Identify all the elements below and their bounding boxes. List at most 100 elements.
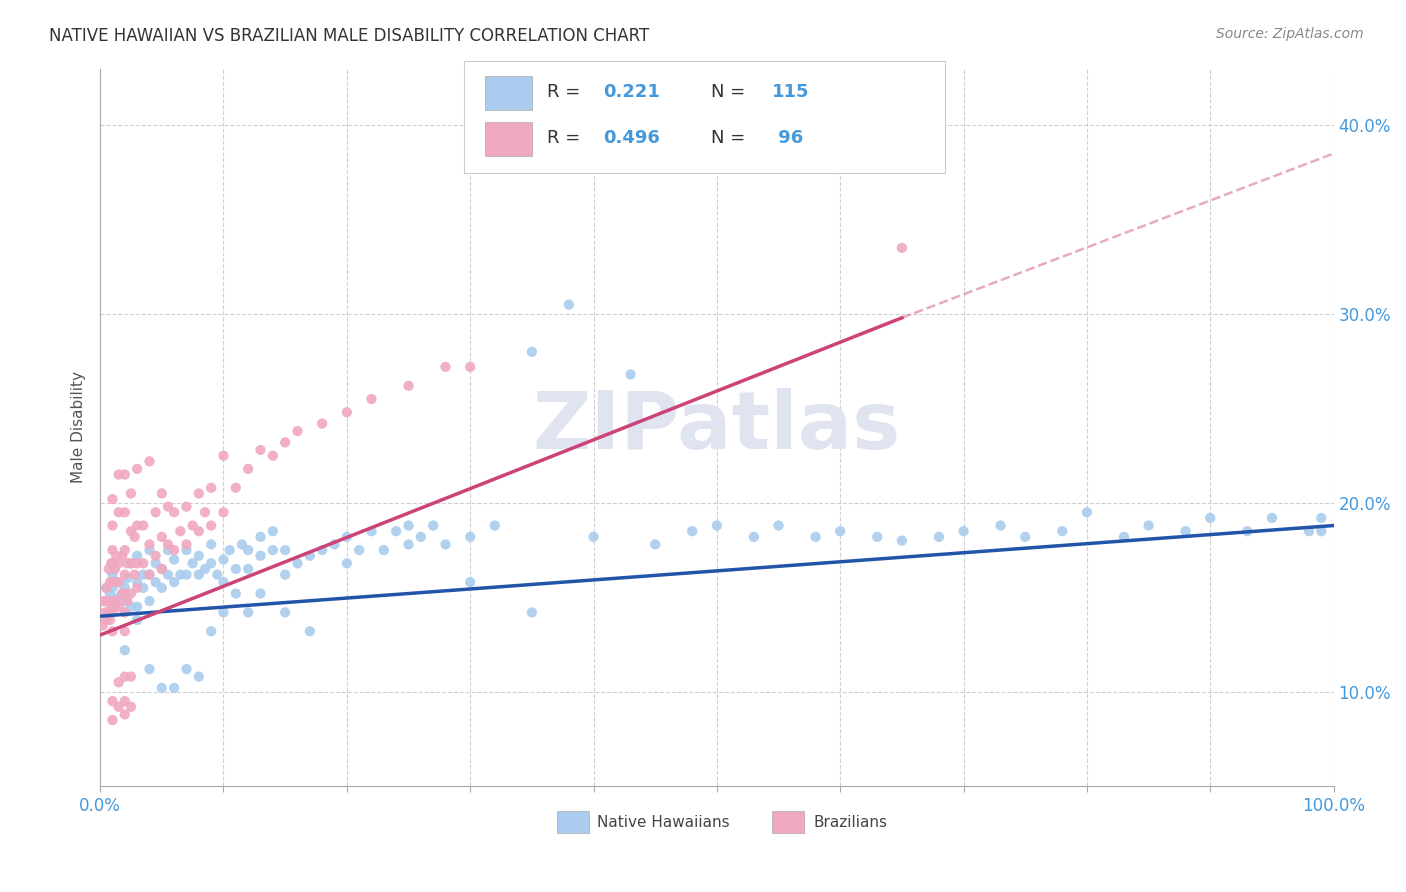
Point: [114, 543, 136, 558]
Point: [127, 581, 149, 595]
Point: [207, 567, 229, 582]
Point: [100, 599, 122, 614]
Point: [145, 505, 167, 519]
Point: [1137, 518, 1160, 533]
Point: [145, 575, 167, 590]
Point: [360, 392, 382, 406]
Point: [398, 518, 420, 533]
Point: [434, 537, 457, 551]
Point: [187, 486, 209, 500]
Point: [98, 586, 121, 600]
Point: [249, 586, 271, 600]
Text: Source: ZipAtlas.com: Source: ZipAtlas.com: [1216, 27, 1364, 41]
Point: [187, 549, 209, 563]
Point: [114, 567, 136, 582]
Point: [347, 543, 370, 558]
Point: [520, 344, 543, 359]
Point: [105, 549, 128, 563]
Point: [1199, 511, 1222, 525]
Point: [114, 505, 136, 519]
Point: [1298, 524, 1320, 539]
Point: [114, 467, 136, 482]
Point: [96, 594, 118, 608]
Point: [101, 518, 124, 533]
Point: [145, 549, 167, 563]
Point: [409, 530, 432, 544]
Point: [105, 594, 128, 608]
Point: [181, 518, 204, 533]
Point: [434, 359, 457, 374]
Point: [212, 505, 235, 519]
Point: [127, 557, 149, 571]
Point: [520, 606, 543, 620]
Point: [194, 562, 217, 576]
Point: [176, 500, 198, 514]
Point: [101, 581, 124, 595]
Point: [156, 537, 179, 551]
Point: [336, 530, 359, 544]
Point: [104, 562, 127, 576]
Point: [117, 571, 139, 585]
Point: [458, 359, 481, 374]
Point: [101, 567, 124, 582]
Point: [107, 557, 129, 571]
Point: [111, 586, 134, 600]
Point: [225, 481, 247, 495]
Point: [274, 567, 297, 582]
Point: [124, 567, 146, 582]
Point: [804, 530, 827, 544]
Point: [101, 599, 124, 614]
Point: [114, 594, 136, 608]
Point: [249, 442, 271, 457]
Point: [127, 462, 149, 476]
Point: [124, 530, 146, 544]
Text: Brazilians: Brazilians: [813, 814, 887, 830]
Point: [1014, 530, 1036, 544]
Point: [398, 378, 420, 392]
Point: [742, 530, 765, 544]
Point: [1052, 524, 1074, 539]
Point: [101, 575, 124, 590]
Point: [150, 562, 173, 576]
Point: [96, 581, 118, 595]
Point: [114, 643, 136, 657]
Point: [225, 586, 247, 600]
Point: [120, 486, 142, 500]
Point: [127, 518, 149, 533]
Point: [262, 543, 284, 558]
Point: [1310, 524, 1333, 539]
Point: [127, 599, 149, 614]
Point: [398, 537, 420, 551]
Point: [150, 581, 173, 595]
Point: [156, 500, 179, 514]
Point: [132, 581, 155, 595]
Point: [212, 449, 235, 463]
Point: [262, 449, 284, 463]
Point: [287, 424, 309, 438]
Text: N =: N =: [710, 83, 745, 101]
Point: [194, 505, 217, 519]
Y-axis label: Male Disability: Male Disability: [72, 371, 86, 483]
Point: [236, 462, 259, 476]
Point: [114, 624, 136, 639]
Point: [117, 557, 139, 571]
Point: [619, 368, 641, 382]
Point: [373, 543, 395, 558]
Point: [236, 543, 259, 558]
Point: [866, 530, 889, 544]
Point: [768, 518, 790, 533]
Point: [231, 537, 253, 551]
Point: [558, 297, 581, 311]
Point: [114, 606, 136, 620]
Point: [156, 567, 179, 582]
FancyBboxPatch shape: [557, 811, 589, 833]
Point: [132, 557, 155, 571]
Point: [97, 606, 120, 620]
Point: [94, 606, 117, 620]
Point: [101, 594, 124, 608]
Point: [132, 518, 155, 533]
Point: [96, 613, 118, 627]
Point: [644, 537, 666, 551]
Point: [138, 454, 160, 468]
Point: [138, 567, 160, 582]
